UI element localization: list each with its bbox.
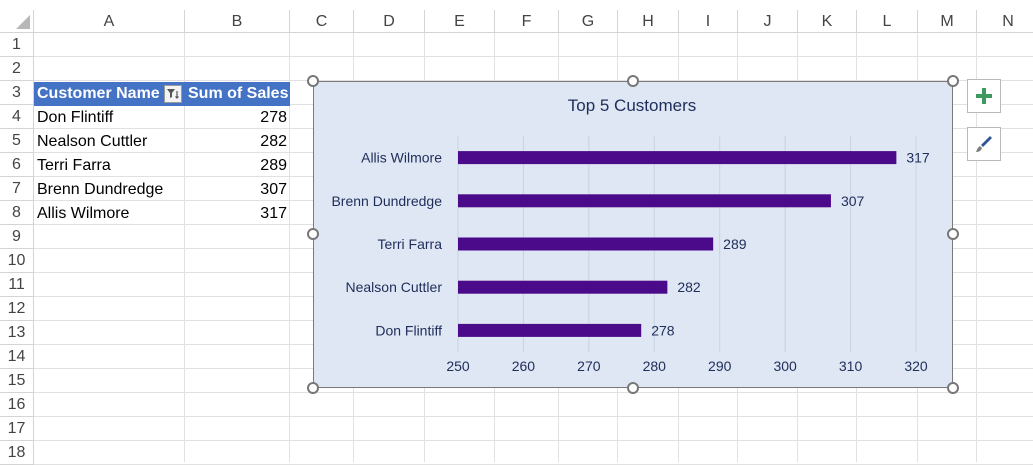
grid-column-line xyxy=(289,33,290,462)
bar[interactable] xyxy=(458,280,668,294)
data-label: 282 xyxy=(677,279,701,295)
column-header-n[interactable]: N xyxy=(977,10,1033,33)
x-tick-label: 280 xyxy=(643,358,667,374)
column-header-m[interactable]: M xyxy=(918,10,977,33)
column-header-h[interactable]: H xyxy=(618,10,679,33)
bar[interactable] xyxy=(458,194,831,208)
row-header-18[interactable]: 18 xyxy=(0,441,34,465)
row-header-17[interactable]: 17 xyxy=(0,417,34,441)
data-label: 289 xyxy=(723,236,747,252)
x-tick-label: 320 xyxy=(904,358,928,374)
row-header-6[interactable]: 6 xyxy=(0,153,34,177)
column-header-c[interactable]: C xyxy=(290,10,354,33)
x-tick-label: 300 xyxy=(773,358,797,374)
row-header-11[interactable]: 11 xyxy=(0,273,34,297)
data-label: 307 xyxy=(841,193,865,209)
select-all-triangle-icon xyxy=(16,15,30,29)
resize-handle-top-left[interactable] xyxy=(307,75,319,87)
bar[interactable] xyxy=(458,323,642,337)
pivot-row-name[interactable]: Terri Farra xyxy=(37,157,111,174)
category-label: Nealson Cuttler xyxy=(346,279,443,295)
pivot-row-value[interactable]: 307 xyxy=(260,181,287,198)
pivot-row-value[interactable]: 317 xyxy=(260,205,287,222)
resize-handle-middle-right[interactable] xyxy=(947,228,959,240)
data-label: 317 xyxy=(906,150,930,166)
row-header-3[interactable]: 3 xyxy=(0,81,34,105)
x-tick-label: 250 xyxy=(446,358,470,374)
grid-column-line xyxy=(976,33,977,462)
row-header-8[interactable]: 8 xyxy=(0,201,34,225)
column-header-i[interactable]: I xyxy=(679,10,738,33)
pivot-header-customer-name[interactable]: Customer Name xyxy=(34,82,185,106)
column-header-e[interactable]: E xyxy=(425,10,495,33)
row-header-12[interactable]: 12 xyxy=(0,297,34,321)
grid-row-line xyxy=(34,56,1033,57)
bar[interactable] xyxy=(458,237,714,251)
grid-column-line xyxy=(184,33,185,462)
filter-icon xyxy=(167,89,179,99)
row-header-1[interactable]: 1 xyxy=(0,33,34,57)
x-tick-label: 260 xyxy=(512,358,536,374)
pivot-row-value[interactable]: 289 xyxy=(260,157,287,174)
select-all-corner[interactable] xyxy=(0,10,34,33)
grid-row-line xyxy=(34,392,1033,393)
pivot-row-name[interactable]: Allis Wilmore xyxy=(37,205,130,222)
resize-handle-top-middle[interactable] xyxy=(627,75,639,87)
pivot-row-name[interactable]: Nealson Cuttler xyxy=(37,133,148,150)
chart-elements-button[interactable] xyxy=(967,79,1001,113)
pivot-row-value[interactable]: 278 xyxy=(260,109,287,126)
resize-handle-bottom-left[interactable] xyxy=(307,382,319,394)
resize-handle-middle-left[interactable] xyxy=(307,228,319,240)
grid-row-line xyxy=(34,80,1033,81)
category-label: Allis Wilmore xyxy=(361,150,442,166)
x-tick-label: 290 xyxy=(708,358,732,374)
row-header-5[interactable]: 5 xyxy=(0,129,34,153)
filter-dropdown-button[interactable] xyxy=(164,85,182,103)
column-header-j[interactable]: J xyxy=(738,10,798,33)
pivot-row-name[interactable]: Brenn Dundredge xyxy=(37,181,164,198)
bar-chart[interactable]: Top 5 Customers Allis Wilmore Brenn Dundr… xyxy=(313,81,953,388)
paintbrush-icon xyxy=(976,136,992,152)
row-header-16[interactable]: 16 xyxy=(0,393,34,417)
column-header-k[interactable]: K xyxy=(798,10,857,33)
column-header-f[interactable]: F xyxy=(495,10,559,33)
pivot-row-value[interactable]: 282 xyxy=(260,133,287,150)
column-header-a[interactable]: A xyxy=(34,10,185,33)
column-header-b[interactable]: B xyxy=(185,10,290,33)
plus-icon xyxy=(976,88,992,104)
bar[interactable] xyxy=(458,151,897,165)
category-label: Terri Farra xyxy=(377,236,442,252)
row-header-9[interactable]: 9 xyxy=(0,225,34,249)
x-tick-label: 270 xyxy=(577,358,601,374)
chart-plot: Top 5 Customers Allis Wilmore Brenn Dundr… xyxy=(331,96,930,374)
column-header-g[interactable]: G xyxy=(559,10,618,33)
row-header-14[interactable]: 14 xyxy=(0,345,34,369)
row-header-7[interactable]: 7 xyxy=(0,177,34,201)
grid-row-line xyxy=(34,416,1033,417)
x-tick-label: 310 xyxy=(839,358,863,374)
column-header-d[interactable]: D xyxy=(354,10,425,33)
chart-title[interactable]: Top 5 Customers xyxy=(568,96,697,115)
resize-handle-bottom-middle[interactable] xyxy=(627,382,639,394)
pivot-header-sum-of-sales[interactable]: Sum of Sales xyxy=(185,82,290,106)
resize-handle-bottom-right[interactable] xyxy=(947,382,959,394)
category-label: Don Flintiff xyxy=(375,322,442,338)
pivot-row-name[interactable]: Don Flintiff xyxy=(37,109,114,126)
column-header-l[interactable]: L xyxy=(857,10,918,33)
chart-styles-button[interactable] xyxy=(967,127,1001,161)
row-header-15[interactable]: 15 xyxy=(0,369,34,393)
grid-row-line xyxy=(34,440,1033,441)
row-header-13[interactable]: 13 xyxy=(0,321,34,345)
row-header-10[interactable]: 10 xyxy=(0,249,34,273)
resize-handle-top-right[interactable] xyxy=(947,75,959,87)
row-header-2[interactable]: 2 xyxy=(0,57,34,81)
data-label: 278 xyxy=(651,322,675,338)
row-header-4[interactable]: 4 xyxy=(0,105,34,129)
category-label: Brenn Dundredge xyxy=(331,193,442,209)
